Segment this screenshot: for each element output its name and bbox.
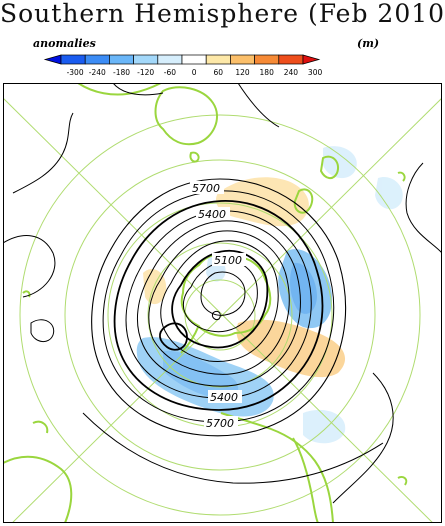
se-asia-coast xyxy=(77,83,162,96)
colorbar-tick-label: 60 xyxy=(214,68,224,77)
tasmania xyxy=(189,151,200,163)
colorbar-box xyxy=(60,54,86,65)
colorbar-tick-label: -300 xyxy=(67,68,84,77)
outer-contour-top xyxy=(112,83,164,96)
outer-contour-top2 xyxy=(237,83,280,128)
colorbar-box xyxy=(205,54,231,65)
colorbar-box xyxy=(133,54,159,65)
colorbar-tick-label: 180 xyxy=(260,68,275,77)
contour-label-5400-top: 5400 xyxy=(198,208,226,221)
outer-contour-nw xyxy=(12,112,74,194)
colorbar-tick-label: -240 xyxy=(89,68,106,77)
coastlines xyxy=(3,83,408,523)
low-center-contour xyxy=(159,322,188,351)
height-contours xyxy=(3,83,442,504)
page-title: Southern Hemisphere (Feb 2010) xyxy=(0,0,445,28)
hemisphere-map: 5700 5400 5100 5400 5700 xyxy=(3,83,442,523)
colorbar-tick-label: -60 xyxy=(164,68,176,77)
positive-anomaly-north xyxy=(215,177,309,227)
indian-ocean-isles xyxy=(22,290,31,298)
colorbar-box xyxy=(157,54,183,65)
colorbar-box xyxy=(109,54,134,65)
anomaly-colorbar: -300 -240 -180 -120 -60 0 60 120 180 240 300 xyxy=(43,54,323,77)
colorbar-tick-label: -120 xyxy=(137,68,154,77)
pole-loop xyxy=(212,310,221,320)
contour-label-5400-bottom: 5400 xyxy=(210,391,238,404)
negative-anomaly-ne2 xyxy=(375,177,403,210)
colorbar-tick-label: 0 xyxy=(192,68,197,77)
colorbar-min-arrow xyxy=(43,54,62,65)
colorbar-box xyxy=(230,54,255,65)
colorbar-tick-label: 300 xyxy=(308,68,323,77)
colorbar-max-arrow xyxy=(302,54,321,65)
outer-contour-south xyxy=(82,412,384,484)
new-zealand-south xyxy=(293,188,314,214)
south-africa-tip xyxy=(32,420,49,434)
outer-contour-west xyxy=(3,235,56,298)
colorbar-box xyxy=(254,54,280,65)
south-america-coast xyxy=(220,412,334,523)
colorbar-tick-label: 120 xyxy=(235,68,250,77)
contour-label-5700-top: 5700 xyxy=(192,182,220,195)
contour-label-5700-bottom: 5700 xyxy=(206,417,234,430)
colorbar-box xyxy=(84,54,110,65)
africa-coast xyxy=(3,455,73,523)
legend-left-label: anomalies xyxy=(33,37,96,50)
outer-contour-se xyxy=(332,372,394,504)
negative-anomaly-se xyxy=(303,409,346,444)
australia-coast xyxy=(154,86,218,146)
fiji-isles xyxy=(397,171,406,182)
colorbar-box xyxy=(278,54,304,65)
colorbar-box xyxy=(181,54,207,65)
legend-units-label: (m) xyxy=(357,37,380,50)
outer-contour-ne xyxy=(405,162,442,254)
negative-anomaly-ne xyxy=(323,146,357,179)
colorbar-tick-label: -180 xyxy=(113,68,130,77)
new-zealand-north xyxy=(320,155,339,179)
outer-contour-left-small xyxy=(30,319,55,342)
colorbar-tick-label: 240 xyxy=(284,68,299,77)
contour-labels: 5700 5400 5100 5400 5700 xyxy=(190,181,246,430)
south-georgia xyxy=(397,475,408,486)
contour-label-5100: 5100 xyxy=(214,254,242,267)
south-america-west xyxy=(292,437,319,523)
